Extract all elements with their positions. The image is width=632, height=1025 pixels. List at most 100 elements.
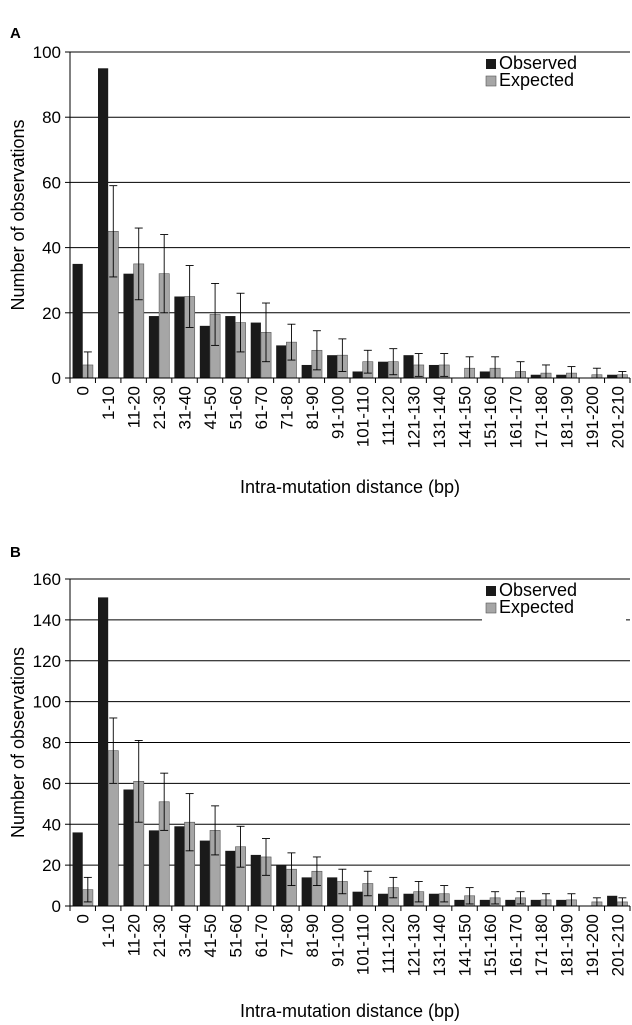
panel-a-y-tick-label: 40 bbox=[42, 239, 61, 258]
panel-a-bar-observed bbox=[530, 374, 541, 378]
panel-a-x-tick-label: 51-60 bbox=[226, 386, 245, 429]
panel-a-y-tick-label: 60 bbox=[42, 173, 61, 192]
panel-b-bar-observed bbox=[123, 789, 134, 906]
panel-b-legend bbox=[482, 581, 626, 621]
panel-b-bar-observed bbox=[225, 850, 236, 906]
panel-a-x-tick-label: 131-140 bbox=[430, 386, 449, 448]
panel-b-x-tick-label: 101-110 bbox=[354, 914, 373, 975]
panel-b-bar-observed bbox=[352, 891, 363, 906]
panel-b-x-tick-label: 41-50 bbox=[201, 914, 220, 957]
panel-b-x-tick-label: 171-180 bbox=[532, 914, 551, 976]
panel-a-x-tick-label: 141-150 bbox=[456, 386, 475, 448]
panel-b-x-tick-label: 81-90 bbox=[303, 914, 322, 957]
panel-a-bar-observed bbox=[276, 345, 287, 378]
panel-b-bar-observed bbox=[556, 899, 567, 906]
panel-b-y-tick-label: 100 bbox=[33, 693, 61, 712]
panel-b-x-tick-label: 181-190 bbox=[557, 914, 576, 976]
panel-a-x-tick-label: 41-50 bbox=[201, 386, 220, 429]
panel-a-x-tick-label: 0 bbox=[74, 386, 93, 395]
panel-b-y-tick-label: 120 bbox=[33, 652, 61, 671]
panel-b-bar-observed bbox=[505, 899, 516, 906]
panel-b-y-tick-label: 0 bbox=[52, 897, 61, 916]
panel-a-bar-observed bbox=[378, 361, 389, 378]
panel-a-bar-observed bbox=[428, 364, 440, 378]
panel-b-y-tick-label: 140 bbox=[33, 611, 61, 630]
panel-a: A 0 20 40 60 80 100 0 1-10 11-20 21-30 31-40 41-50 5… bbox=[8, 25, 631, 497]
panel-b-x-tick-label: 21-30 bbox=[150, 914, 169, 957]
panel-a-x-tick-label: 171-180 bbox=[532, 386, 551, 448]
panel-b-y-tick-label: 20 bbox=[42, 856, 61, 875]
panel-a-x-tick-label: 71-80 bbox=[277, 386, 296, 429]
panel-a-bar-observed bbox=[148, 316, 160, 378]
panel-b-x-tick-label: 131-140 bbox=[430, 914, 449, 976]
panel-a-bar-observed bbox=[174, 296, 185, 378]
panel-a-x-tick-label: 161-170 bbox=[506, 386, 525, 448]
panel-a-bar-observed bbox=[479, 371, 490, 378]
panel-a-bar-observed bbox=[352, 371, 363, 378]
panel-b-bar-observed bbox=[199, 840, 210, 906]
panel-a-bar-observed bbox=[403, 355, 414, 378]
panel-b-bar-observed bbox=[607, 895, 618, 906]
panel-b-x-tick-label: 191-200 bbox=[583, 914, 602, 976]
panel-b-bar-observed bbox=[428, 893, 440, 906]
panel-b-bar-observed bbox=[327, 877, 338, 906]
panel-b-x-tick-label: 91-100 bbox=[328, 914, 347, 967]
panel-b: B 0 20 40 60 80 100 120 140 160 0 1-10 11-20 21-30 31… bbox=[8, 544, 631, 1021]
panel-b-legend-label-observed: Observed bbox=[499, 580, 577, 600]
panel-b-x-tick-label: 161-170 bbox=[506, 914, 525, 976]
panel-b-y-tick-label: 160 bbox=[33, 570, 61, 589]
panel-b-bar-observed bbox=[250, 854, 261, 906]
panel-b-x-tick-label: 141-150 bbox=[456, 914, 475, 976]
panel-b-x-tick-label: 51-60 bbox=[226, 914, 245, 957]
panel-a-x-tick-label: 111-120 bbox=[379, 386, 398, 446]
panel-b-x-tick-label: 151-160 bbox=[481, 914, 500, 976]
panel-b-x-tick-label: 111-120 bbox=[379, 914, 398, 974]
panel-a-y-tick-label: 0 bbox=[52, 369, 61, 388]
panel-a-x-tick-label: 91-100 bbox=[328, 386, 347, 439]
panel-b-y-tick-label: 80 bbox=[42, 734, 61, 753]
panel-b-bar-observed bbox=[403, 893, 414, 906]
panel-a-x-tick-label: 151-160 bbox=[481, 386, 500, 448]
panel-b-label: B bbox=[10, 544, 21, 561]
panel-b-bar-observed bbox=[276, 865, 287, 906]
panel-b-x-axis-title: Intra-mutation distance (bp) bbox=[240, 1001, 460, 1021]
panel-a-bar-observed bbox=[225, 316, 236, 378]
panel-b-x-tick-label: 31-40 bbox=[176, 914, 195, 957]
panel-a-bar-observed bbox=[250, 322, 261, 378]
panel-b-x-tick-label: 121-130 bbox=[405, 914, 424, 976]
panel-b-y-tick-label: 40 bbox=[42, 815, 61, 834]
panel-a-x-tick-label: 101-110 bbox=[354, 386, 373, 447]
panel-b-bar-observed bbox=[454, 899, 465, 906]
panel-a-x-tick-label: 21-30 bbox=[150, 386, 169, 429]
panel-b-legend-swatch-expected bbox=[485, 602, 497, 614]
panel-a-x-tick-label: 121-130 bbox=[405, 386, 424, 448]
panel-b-y-axis-title: Number of observations bbox=[8, 647, 28, 838]
panel-a-legend-swatch-expected bbox=[485, 75, 497, 87]
panel-b-legend-label-expected: Expected bbox=[499, 597, 574, 617]
panel-a-label: A bbox=[10, 25, 21, 42]
panel-a-bar-observed bbox=[607, 374, 618, 378]
panel-a-bar-observed bbox=[556, 374, 567, 378]
panel-a-legend-label-observed: Observed bbox=[499, 53, 577, 73]
panel-b-bar-observed bbox=[479, 899, 490, 906]
panel-b-bar-observed bbox=[378, 893, 389, 906]
panel-a-x-tick-label: 201-210 bbox=[608, 386, 627, 448]
panel-b-x-tick-label: 11-20 bbox=[125, 914, 144, 956]
panel-b-bar-observed bbox=[98, 597, 109, 906]
panel-a-legend-swatch-observed bbox=[486, 59, 496, 69]
panel-b-bar-observed bbox=[148, 830, 160, 906]
panel-a-y-tick-label: 20 bbox=[42, 304, 61, 323]
panel-b-bar-observed bbox=[530, 899, 541, 906]
panel-a-x-axis-title: Intra-mutation distance (bp) bbox=[240, 477, 460, 497]
panel-a-x-tick-label: 31-40 bbox=[176, 386, 195, 429]
panel-b-x-tick-label: 61-70 bbox=[252, 914, 271, 957]
panel-a-x-tick-label: 181-190 bbox=[557, 386, 576, 448]
panel-b-x-tick-label: 1-10 bbox=[99, 914, 118, 948]
panel-a-bar-observed bbox=[327, 355, 338, 378]
panel-a-bar-observed bbox=[199, 325, 210, 378]
panel-a-bar-observed bbox=[98, 68, 109, 379]
panel-b-y-tick-label: 60 bbox=[42, 774, 61, 793]
panel-a-legend-label-expected: Expected bbox=[499, 70, 574, 90]
panel-a-x-tick-label: 11-20 bbox=[125, 386, 144, 428]
